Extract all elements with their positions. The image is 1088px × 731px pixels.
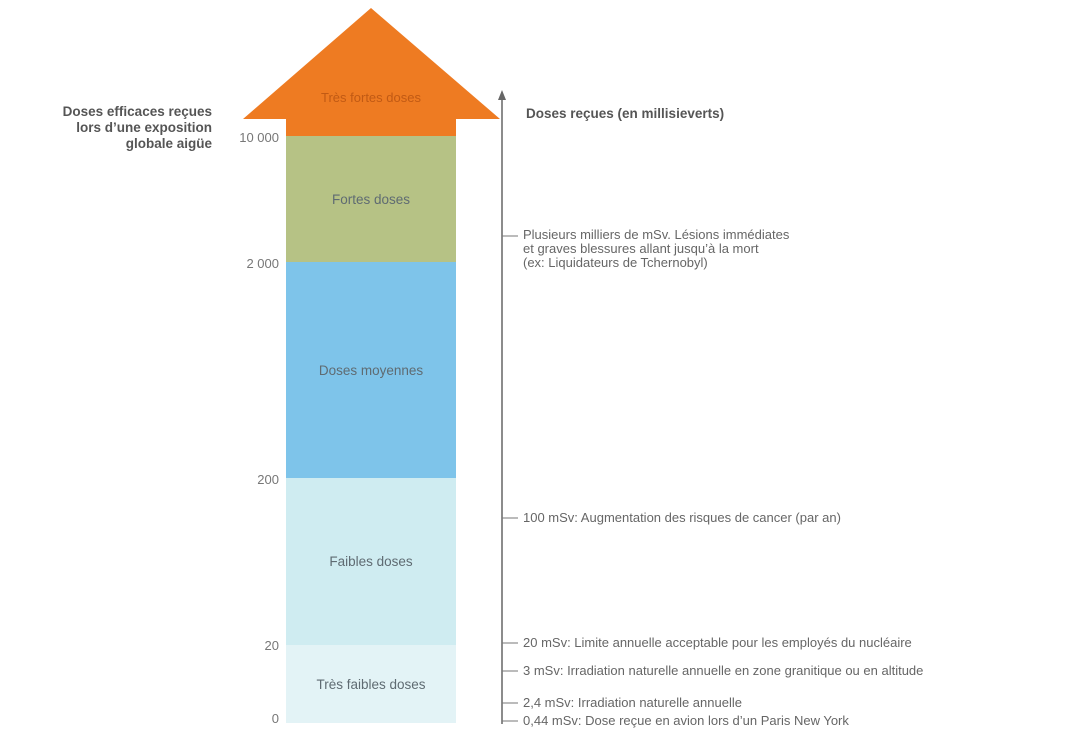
- right-axis-title: Doses reçues (en millisieverts): [526, 106, 725, 121]
- annotation-line: 0,44 mSv: Dose reçue en avion lors d’un …: [523, 713, 849, 728]
- band-label-text: Faibles doses: [329, 554, 413, 569]
- left-axis-title-line: globale aigüe: [125, 136, 212, 151]
- arrow-top-band: [286, 118, 456, 136]
- annotation-line: Plusieurs milliers de mSv. Lésions imméd…: [523, 227, 790, 242]
- annotation-line: 20 mSv: Limite annuelle acceptable pour …: [523, 635, 912, 650]
- band-label-tres-fortes: Très fortes doses: [321, 90, 421, 105]
- band-moyennes: [286, 262, 456, 478]
- annotation-line: et graves blessures allant jusqu’à la mo…: [523, 241, 759, 256]
- scale-tick-2000: 2 000: [246, 256, 279, 271]
- annotation-line: 3 mSv: Irradiation naturelle annuelle en…: [523, 663, 924, 678]
- scale-tick-20: 20: [264, 638, 279, 653]
- annotation-20msv: 20 mSv: Limite annuelle acceptable pour …: [523, 636, 912, 650]
- band-label-text: Très faibles doses: [316, 676, 426, 692]
- annotation-100msv: 100 mSv: Augmentation des risques de can…: [523, 511, 841, 525]
- scale-tick-10000: 10 000: [239, 130, 279, 145]
- band-label-text: Fortes doses: [331, 191, 411, 207]
- annotation-2-4msv: 2,4 mSv: Irradiation naturelle annuelle: [523, 696, 742, 710]
- left-axis-title-line: lors d’une exposition: [76, 120, 212, 135]
- arrow-head: [243, 8, 500, 119]
- annotation-3msv: 3 mSv: Irradiation naturelle annuelle en…: [523, 664, 923, 678]
- band-label-moyennes: Doses moyennes: [286, 262, 456, 478]
- annotation-line: (ex: Liquidateurs de Tchernobyl): [523, 255, 708, 270]
- band-fortes: [286, 136, 456, 262]
- scale-tick-200: 200: [257, 472, 279, 487]
- band-label-tres-faibles: Très faibles doses: [286, 645, 456, 723]
- annotation-line: 2,4 mSv: Irradiation naturelle annuelle: [523, 695, 742, 710]
- left-axis-title: Doses efficaces reçues lors d’une exposi…: [20, 104, 212, 152]
- annotation-tchernobyl: Plusieurs milliers de mSv. Lésions imméd…: [523, 228, 789, 270]
- band-label-faibles: Faibles doses: [286, 478, 456, 645]
- band-tres-faibles: [286, 645, 456, 723]
- scale-tick-0: 0: [271, 711, 279, 726]
- annotation-line: 100 mSv: Augmentation des risques de can…: [523, 510, 841, 525]
- band-label-fortes: Fortes doses: [286, 136, 456, 262]
- band-label-text: Doses moyennes: [318, 362, 424, 378]
- left-axis-title-line: Doses efficaces reçues: [62, 104, 212, 119]
- right-axis-arrowhead: [498, 90, 506, 100]
- band-faibles: [286, 478, 456, 645]
- annotation-0-44msv: 0,44 mSv: Dose reçue en avion lors d’un …: [523, 714, 849, 728]
